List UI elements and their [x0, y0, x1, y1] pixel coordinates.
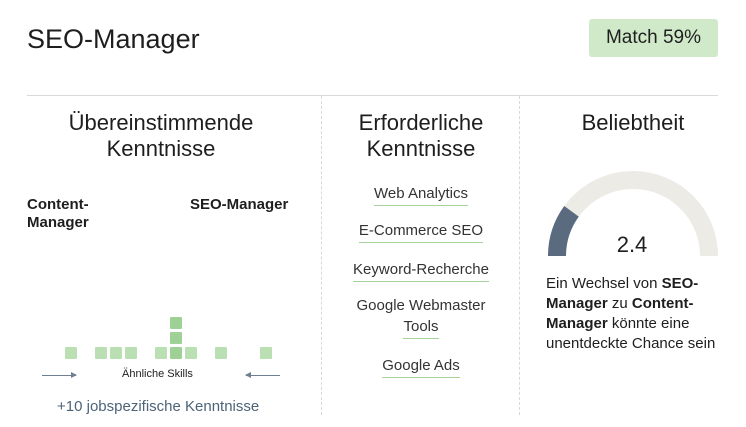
required-skill-label: Web Analytics [374, 183, 468, 206]
column-divider-1 [321, 96, 322, 415]
similar-skills-label: Ähnliche Skills [122, 368, 193, 380]
more-skills-link[interactable]: +10 jobspezifische Kenntnisse [57, 398, 260, 415]
arrow-right-icon [42, 372, 77, 378]
required-skill-label: Google Ads [382, 355, 460, 378]
popularity-text-to: Content-Manager [546, 295, 694, 332]
required-skill[interactable]: Google Ads [322, 355, 520, 378]
required-skill[interactable]: E-Commerce SEO [322, 220, 520, 243]
required-skill-label: Keyword-Recherche [353, 259, 489, 282]
required-heading: Erforderliche Kenntnisse [322, 110, 520, 162]
skill-square [260, 347, 272, 359]
popularity-text-mid: zu [607, 295, 632, 312]
popularity-gauge [548, 171, 718, 257]
left-role-label: Content- Manager [27, 196, 89, 232]
popularity-heading: Beliebtheit [581, 110, 685, 135]
required-skill-label-line1: Google Webmaster [356, 297, 486, 314]
skill-square [215, 347, 227, 359]
required-skill[interactable]: Google Webmaster Tools [322, 295, 520, 339]
skill-square [125, 347, 137, 359]
popularity-value: 2.4 [616, 232, 648, 257]
skill-square [170, 347, 182, 359]
header-divider [27, 95, 718, 96]
overlap-heading: Übereinstimmende Kenntnisse [27, 110, 295, 162]
skill-square [65, 347, 77, 359]
popularity-text-from: SEO-Manager [546, 275, 699, 312]
required-skill-label-line2: Tools [403, 316, 439, 339]
skill-square [185, 347, 197, 359]
match-badge: Match 59% [589, 19, 718, 57]
column-divider-2 [519, 96, 520, 415]
left-role-line1: Content- [27, 196, 89, 213]
required-skill[interactable]: Web Analytics [322, 183, 520, 206]
required-heading-line1: Erforderliche [358, 110, 484, 135]
skill-square [170, 332, 182, 344]
overlap-heading-line2: Kenntnisse [106, 136, 216, 161]
right-role-label: SEO-Manager [190, 196, 289, 213]
skill-square [170, 317, 182, 329]
page-title: SEO-Manager [27, 24, 200, 54]
required-heading-line2: Kenntnisse [366, 136, 476, 161]
popularity-text-post: könnte eine unentdeckte Chance sein [546, 315, 716, 352]
skill-square [155, 347, 167, 359]
required-skill[interactable]: Keyword-Recherche [322, 259, 520, 282]
skill-square [95, 347, 107, 359]
gauge-fill [548, 206, 579, 257]
left-role-line2: Manager [27, 214, 89, 231]
arrow-left-icon [245, 372, 280, 378]
required-skill-label: E-Commerce SEO [358, 220, 484, 243]
overlap-heading-line1: Übereinstimmende [68, 110, 254, 135]
popularity-text-pre: Ein Wechsel von [546, 275, 662, 292]
skill-square [110, 347, 122, 359]
popularity-description: Ein Wechsel von SEO-Manager zu Content-M… [546, 274, 726, 354]
